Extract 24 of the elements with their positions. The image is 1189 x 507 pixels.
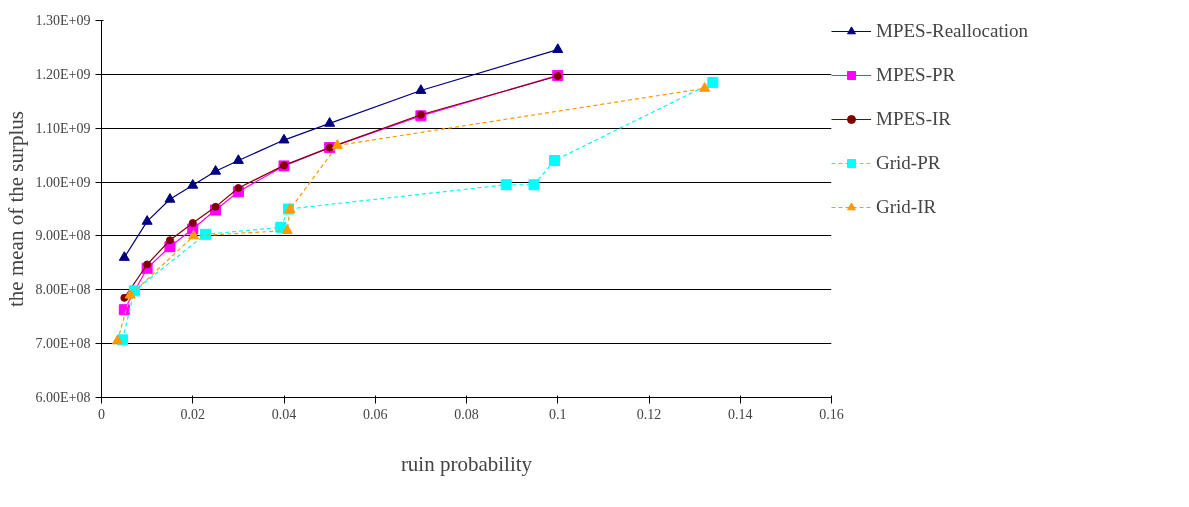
legend-label: MPES-Reallocation [876,20,1028,42]
legend-label: MPES-PR [876,64,956,86]
y-tick-label: 1.10E+09 [35,120,91,136]
y-tick-label: 1.20E+09 [35,66,91,82]
x-tick-label: 0.1 [549,406,567,422]
y-tick-label: 1.00E+09 [35,174,91,190]
x-tick-label: 0.02 [180,406,205,422]
y-axis-title: the mean of the surplus [3,111,28,307]
x-tick-label: 0.14 [728,406,753,422]
x-tick-label: 0.12 [636,406,662,422]
x-tick-label: 0.16 [819,406,844,422]
y-tick-label: 6.00E+08 [35,390,91,405]
y-tick-label: 9.00E+08 [35,228,91,244]
y-tick-label: 7.00E+08 [35,336,91,352]
x-tick-label: 0.08 [454,406,479,422]
x-tick-label: 0.04 [271,406,297,422]
legend-label: Grid-PR [876,152,941,174]
legend-label: MPES-IR [876,108,951,130]
y-tick-label: 1.30E+09 [35,13,91,28]
y-tick-label: 8.00E+08 [35,282,91,298]
x-axis-title: ruin probability [400,451,533,476]
x-tick-label: 0 [98,406,105,422]
legend-label: Grid-IR [876,196,937,218]
x-tick-label: 0.06 [363,406,388,422]
